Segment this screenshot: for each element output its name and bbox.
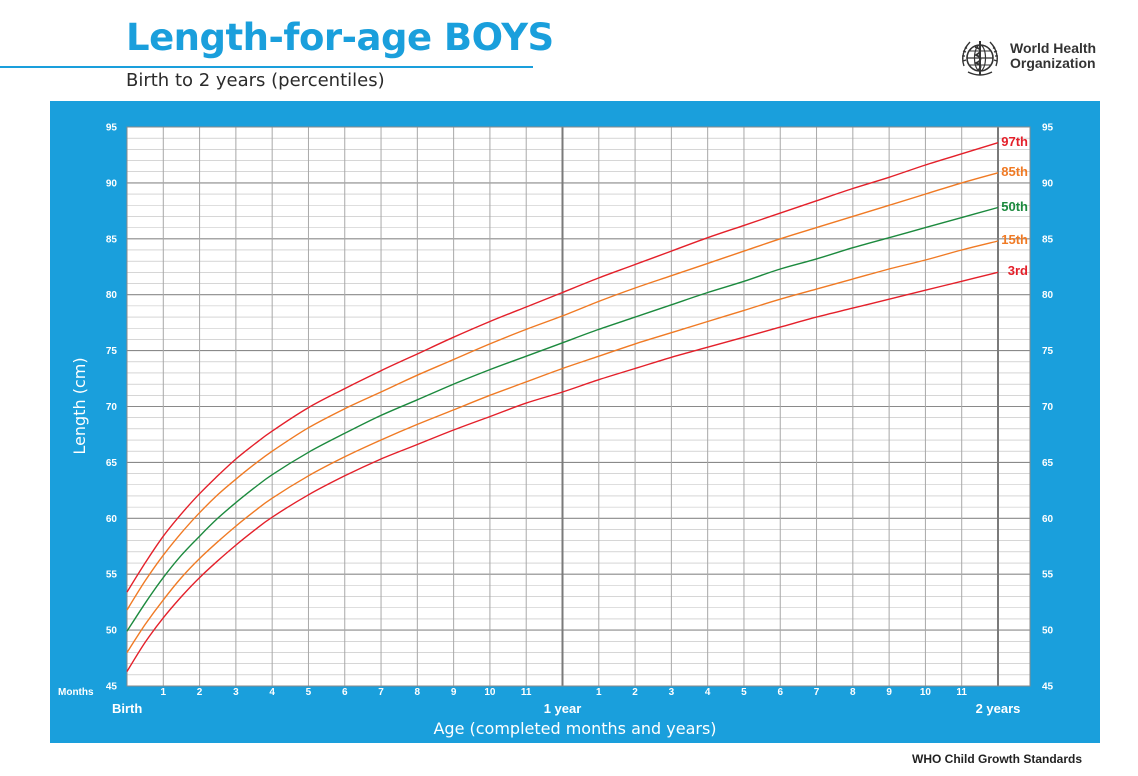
x-tick-label: 7 (378, 687, 384, 698)
y-tick-label-right: 45 (1042, 682, 1054, 693)
page-subtitle: Birth to 2 years (percentiles) (126, 70, 385, 91)
y-tick-label-left: 45 (106, 682, 118, 693)
page-title: Length-for-age BOYS (126, 16, 554, 59)
x-unit-label: Months (58, 687, 94, 698)
who-wordmark: World Health Organization (1010, 41, 1120, 71)
x-tick-label: 2 (197, 687, 203, 698)
percentile-curves: 97th 85th 50th 15th 3rd (126, 134, 1028, 672)
curve-label-3rd: 3rd (1008, 263, 1028, 278)
x-tick-label: 9 (886, 687, 892, 698)
x-tick-label: 7 (814, 687, 820, 698)
x-tick-label: 1 (596, 687, 602, 698)
org-name-line2: Organization (1010, 55, 1096, 71)
y-tick-label-left: 80 (106, 290, 118, 301)
x-tick-label: 11 (956, 687, 967, 698)
y-tick-label-right: 65 (1042, 458, 1054, 469)
y-tick-label-right: 85 (1042, 234, 1054, 245)
y-tick-label-right: 80 (1042, 290, 1054, 301)
chart-grid (126, 126, 1031, 687)
x-tick-label: 10 (484, 687, 496, 698)
x-tick-label: 3 (669, 687, 675, 698)
x-tick-label: 4 (705, 687, 711, 698)
org-name-line1: World Health (1010, 40, 1097, 56)
y-tick-label-left: 50 (106, 626, 118, 637)
x-tick-label: 8 (415, 687, 421, 698)
x-tick-label: 11 (521, 687, 532, 698)
y-tick-label-left: 60 (106, 514, 118, 525)
curve-label-97th: 97th (1001, 134, 1028, 149)
x-tick-label: 2 (632, 687, 638, 698)
y-tick-label-left: 55 (106, 570, 118, 581)
curve-label-50th: 50th (1001, 199, 1028, 214)
x-tick-label: 10 (920, 687, 932, 698)
who-emblem-icon (962, 41, 998, 76)
x-tick-label: 9 (451, 687, 457, 698)
x-tick-label: 3 (233, 687, 239, 698)
x-tick-label: 1 (161, 687, 167, 698)
x-tick-label: 5 (741, 687, 747, 698)
x-tick-label: 6 (342, 687, 348, 698)
title-underline (0, 66, 533, 68)
y-tick-label-left: 75 (106, 346, 118, 357)
curve-15th (126, 240, 999, 653)
curve-label-85th: 85th (1001, 164, 1028, 179)
y-tick-label-right: 75 (1042, 346, 1054, 357)
footer-standards: WHO Child Growth Standards (912, 752, 1082, 766)
y-tick-label-right: 90 (1042, 178, 1054, 189)
curve-97th (126, 142, 999, 593)
y-tick-label-left: 65 (106, 458, 118, 469)
curve-label-15th: 15th (1001, 232, 1028, 247)
x-tick-label: 6 (777, 687, 783, 698)
y-tick-label-right: 55 (1042, 570, 1054, 581)
x-year-label: 2 years (976, 701, 1021, 716)
y-tick-label-left: 95 (106, 123, 118, 134)
y-tick-label-right: 60 (1042, 514, 1054, 525)
x-tick-label: 8 (850, 687, 856, 698)
x-axis-title: Age (completed months and years) (433, 719, 716, 738)
y-tick-label-left: 85 (106, 234, 118, 245)
y-axis-title: Length (cm) (70, 357, 89, 454)
y-tick-label-right: 70 (1042, 402, 1054, 413)
x-tick-label: 4 (269, 687, 275, 698)
curve-3rd (126, 271, 999, 672)
x-year-label: 1 year (544, 701, 582, 716)
y-tick-label-right: 95 (1042, 123, 1054, 134)
plot-border (126, 126, 1031, 687)
y-tick-label-right: 50 (1042, 626, 1054, 637)
x-tick-label: 5 (306, 687, 312, 698)
curve-50th (126, 206, 999, 632)
x-year-label: Birth (112, 701, 142, 716)
curve-85th (126, 172, 999, 611)
y-tick-label-left: 70 (106, 402, 118, 413)
y-tick-label-left: 90 (106, 178, 118, 189)
